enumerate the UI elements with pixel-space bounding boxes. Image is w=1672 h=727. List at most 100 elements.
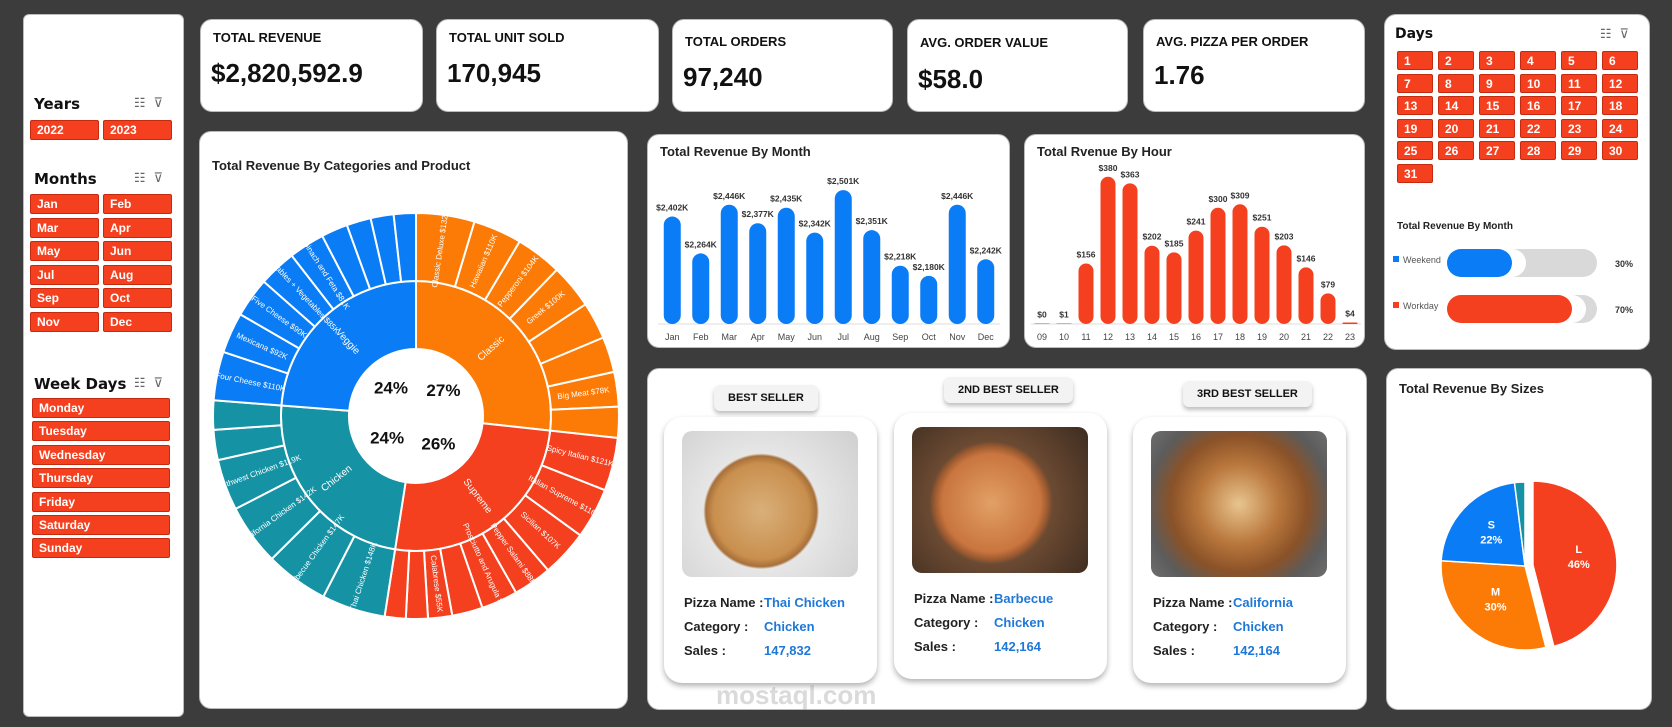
bar-09[interactable] — [1034, 323, 1050, 325]
days-panel: Days ☷⊽ 1 2 3 4 5 6 7 8 9 10 11 12 13 14 15 16 17 18 19 20 2… — [1384, 14, 1650, 350]
day-button-19[interactable]: 19 — [1397, 118, 1433, 138]
day-button-24[interactable]: 24 — [1602, 118, 1638, 138]
day-button-15[interactable]: 15 — [1479, 96, 1515, 115]
weekday-button-monday[interactable]: Monday — [32, 398, 170, 418]
day-button-17[interactable]: 17 — [1561, 96, 1597, 115]
bar-15[interactable] — [1166, 252, 1182, 324]
bar-12[interactable] — [1100, 176, 1116, 324]
bar-workday[interactable] — [1447, 295, 1572, 323]
x-tick-label: 16 — [1191, 332, 1201, 342]
month-button-dec[interactable]: Dec — [103, 311, 172, 332]
weekday-button-saturday[interactable]: Saturday — [32, 515, 170, 535]
year-button-2022[interactable]: 2022 — [30, 120, 99, 140]
clear-filter-icon[interactable]: ⊽ — [153, 95, 171, 110]
bar-May[interactable] — [777, 207, 795, 324]
clear-filter-icon[interactable]: ⊽ — [153, 375, 171, 390]
day-button-27[interactable]: 27 — [1479, 141, 1515, 160]
month-button-jul[interactable]: Jul — [30, 264, 99, 285]
day-button-28[interactable]: 28 — [1520, 141, 1556, 160]
slice-name: M — [1491, 587, 1500, 599]
bar-Feb[interactable] — [692, 253, 710, 324]
day-button-21[interactable]: 21 — [1479, 118, 1515, 138]
bar-Aug[interactable] — [863, 230, 881, 324]
bar-17[interactable] — [1210, 207, 1226, 324]
pie-slice[interactable] — [1513, 481, 1526, 567]
month-button-oct[interactable]: Oct — [103, 288, 172, 308]
pie-slice-L[interactable] — [1532, 480, 1618, 648]
day-button-5[interactable]: 5 — [1561, 51, 1597, 70]
bar-Dec[interactable] — [977, 259, 995, 324]
pizza-image — [682, 431, 858, 577]
day-button-25[interactable]: 25 — [1397, 141, 1433, 160]
bar-Apr[interactable] — [749, 223, 767, 324]
data-label: $146 — [1297, 253, 1316, 263]
weekday-button-wednesday[interactable]: Wednesday — [32, 444, 170, 465]
month-button-apr[interactable]: Apr — [103, 217, 172, 238]
day-button-13[interactable]: 13 — [1397, 96, 1433, 115]
bar-Oct[interactable] — [920, 275, 938, 324]
multi-select-icon[interactable]: ☷ — [133, 170, 154, 185]
month-button-mar[interactable]: Mar — [30, 217, 99, 238]
bar-Jul[interactable] — [834, 190, 852, 324]
year-button-2023[interactable]: 2023 — [103, 120, 172, 140]
month-button-nov[interactable]: Nov — [30, 311, 99, 332]
bar-18[interactable] — [1232, 204, 1248, 324]
day-button-26[interactable]: 26 — [1438, 141, 1474, 160]
day-button-4[interactable]: 4 — [1520, 51, 1556, 70]
day-button-23[interactable]: 23 — [1561, 118, 1597, 138]
multi-select-icon[interactable]: ☷ — [1599, 26, 1620, 41]
month-button-aug[interactable]: Aug — [103, 264, 172, 285]
bar-14[interactable] — [1144, 245, 1160, 324]
day-button-2[interactable]: 2 — [1438, 51, 1474, 70]
day-button-20[interactable]: 20 — [1438, 118, 1474, 138]
product-segment[interactable] — [392, 211, 417, 283]
day-button-30[interactable]: 30 — [1602, 141, 1638, 160]
bar-10[interactable] — [1056, 323, 1072, 325]
weekday-button-friday[interactable]: Friday — [32, 491, 170, 512]
bar-13[interactable] — [1122, 183, 1138, 324]
pie-slice-S[interactable] — [1440, 481, 1526, 567]
day-button-11[interactable]: 11 — [1561, 73, 1597, 93]
clear-filter-icon[interactable]: ⊽ — [153, 170, 171, 185]
revenue-by-sizes-panel: Total Revenue By Sizes L 46% M 30% S 22% — [1386, 368, 1652, 710]
weekday-button-tuesday[interactable]: Tuesday — [32, 421, 170, 442]
day-button-14[interactable]: 14 — [1438, 96, 1474, 115]
month-button-jan[interactable]: Jan — [30, 194, 99, 214]
weekday-button-thursday[interactable]: Thursday — [32, 468, 170, 489]
bar-19[interactable] — [1254, 226, 1270, 324]
day-button-3[interactable]: 3 — [1479, 51, 1515, 70]
month-button-feb[interactable]: Feb — [103, 194, 172, 214]
clear-filter-icon[interactable]: ⊽ — [1619, 26, 1637, 41]
day-button-8[interactable]: 8 — [1438, 73, 1474, 93]
bar-23[interactable] — [1342, 322, 1358, 324]
bar-Jan[interactable] — [663, 216, 681, 324]
day-button-10[interactable]: 10 — [1520, 73, 1556, 93]
bar-16[interactable] — [1188, 230, 1204, 324]
bar-Mar[interactable] — [720, 204, 738, 324]
day-button-12[interactable]: 12 — [1602, 73, 1638, 93]
day-button-9[interactable]: 9 — [1479, 73, 1515, 93]
day-button-16[interactable]: 16 — [1520, 96, 1556, 115]
multi-select-icon[interactable]: ☷ — [133, 375, 154, 390]
month-button-jun[interactable]: Jun — [103, 241, 172, 261]
day-button-18[interactable]: 18 — [1602, 96, 1638, 115]
bar-Sep[interactable] — [891, 265, 909, 324]
bar-Jun[interactable] — [806, 232, 824, 324]
multi-select-icon[interactable]: ☷ — [133, 95, 154, 110]
bar-21[interactable] — [1298, 267, 1314, 324]
day-button-1[interactable]: 1 — [1397, 51, 1433, 70]
bar-11[interactable] — [1078, 263, 1094, 324]
month-button-sep[interactable]: Sep — [30, 288, 99, 308]
bar-Nov[interactable] — [948, 204, 966, 324]
bar-20[interactable] — [1276, 245, 1292, 324]
day-button-7[interactable]: 7 — [1397, 73, 1433, 93]
pie-slice-M[interactable] — [1440, 559, 1547, 651]
day-button-29[interactable]: 29 — [1561, 141, 1597, 160]
day-button-6[interactable]: 6 — [1602, 51, 1638, 70]
bar-22[interactable] — [1320, 293, 1336, 324]
day-button-22[interactable]: 22 — [1520, 118, 1556, 138]
month-button-may[interactable]: May — [30, 241, 99, 261]
weekday-button-sunday[interactable]: Sunday — [32, 538, 170, 559]
day-button-31[interactable]: 31 — [1397, 163, 1433, 183]
bar-weekend[interactable] — [1447, 249, 1512, 277]
